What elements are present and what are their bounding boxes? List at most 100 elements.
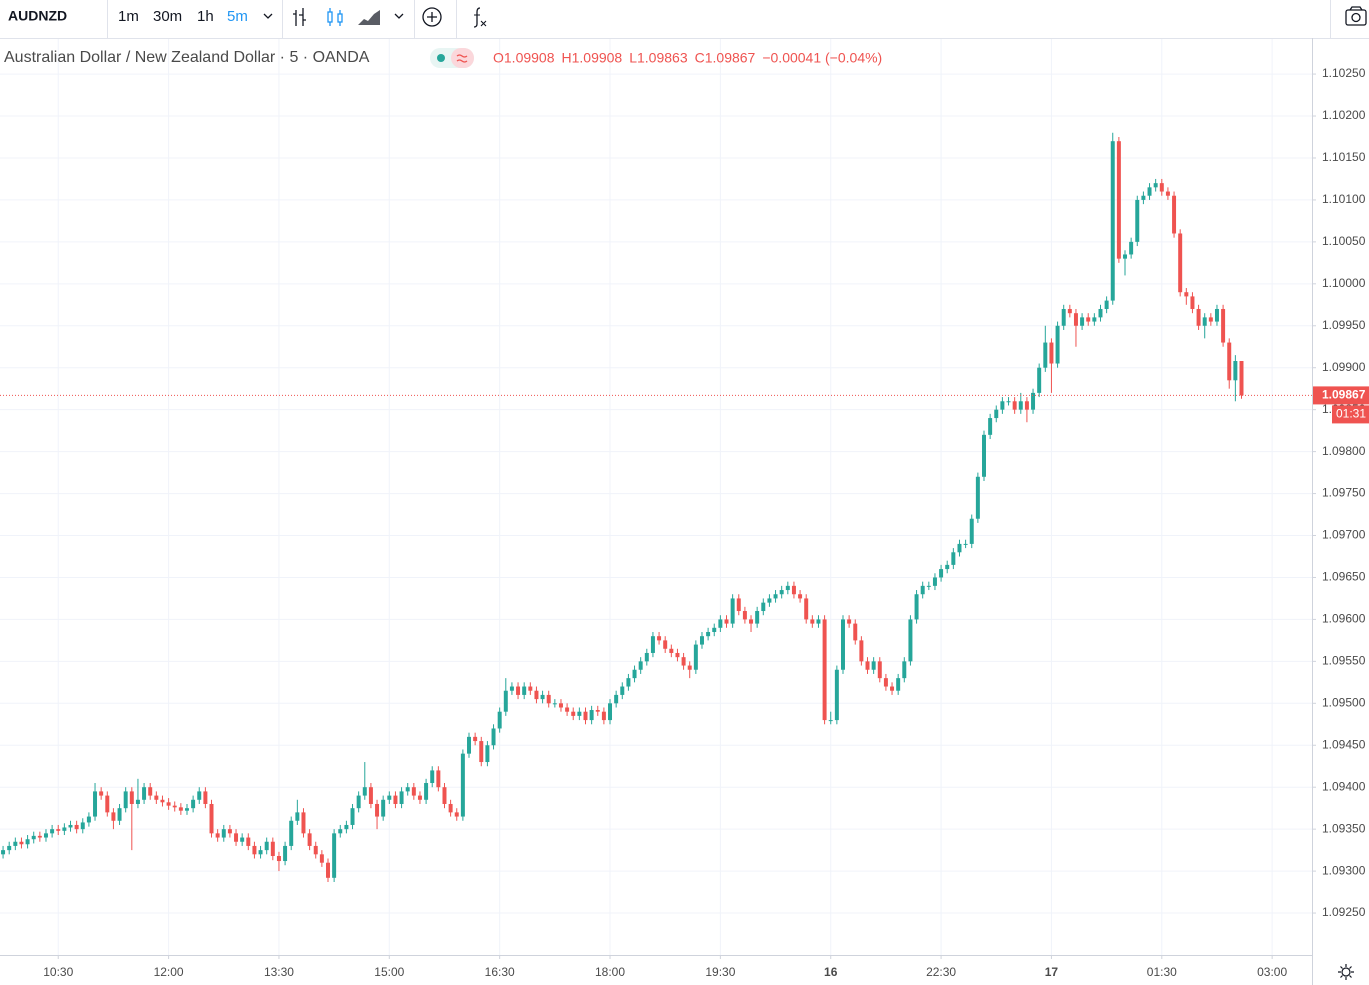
candle-body bbox=[663, 640, 668, 649]
candle-body bbox=[945, 564, 950, 570]
candle-body bbox=[871, 661, 876, 670]
candle-body bbox=[577, 711, 582, 716]
symbol[interactable]: AUDNZD bbox=[8, 8, 67, 24]
candle-body bbox=[1006, 401, 1011, 403]
x-tick-label: 12:00 bbox=[154, 965, 184, 979]
candle-body bbox=[644, 652, 649, 662]
screenshot-icon[interactable] bbox=[1345, 6, 1367, 26]
bar-type-icon[interactable] bbox=[293, 8, 306, 26]
x-tick-label: 17 bbox=[1045, 965, 1059, 979]
countdown: 01:31 bbox=[1336, 407, 1366, 421]
candle-body bbox=[706, 631, 711, 637]
candle-body bbox=[399, 791, 404, 804]
candle-body bbox=[467, 736, 472, 754]
ohlc-value: O1.09908 bbox=[493, 50, 555, 66]
y-tick-label: 1.09450 bbox=[1322, 737, 1366, 751]
candle-body bbox=[37, 835, 42, 838]
candle-body bbox=[988, 418, 993, 435]
area-type-icon[interactable] bbox=[358, 10, 380, 25]
x-tick-label: 19:30 bbox=[705, 965, 735, 979]
candle-body bbox=[142, 787, 147, 800]
y-tick-label: 1.10150 bbox=[1322, 150, 1366, 164]
candle-body bbox=[442, 787, 447, 804]
candle-body bbox=[50, 829, 55, 834]
x-tick-label: 18:00 bbox=[595, 965, 625, 979]
candle-body bbox=[546, 694, 551, 704]
candle-body bbox=[742, 611, 747, 620]
candle-body bbox=[724, 619, 729, 624]
countdown-tag bbox=[1332, 405, 1369, 424]
candle-body bbox=[516, 686, 521, 695]
candle-body bbox=[779, 590, 784, 595]
candle-body bbox=[767, 598, 772, 603]
candle-body bbox=[810, 619, 815, 624]
interval-dropdown[interactable] bbox=[263, 13, 273, 19]
data-status-icon bbox=[456, 54, 468, 63]
candle-body bbox=[1239, 361, 1244, 396]
candle-body bbox=[755, 611, 760, 624]
candle-body bbox=[13, 841, 18, 846]
indicators-icon[interactable] bbox=[473, 7, 487, 28]
candle-body bbox=[761, 602, 766, 612]
candle-body bbox=[356, 795, 361, 809]
candle-body bbox=[1061, 308, 1066, 326]
candle-body bbox=[650, 636, 655, 653]
candle-body bbox=[785, 585, 790, 591]
candle-body bbox=[411, 787, 416, 796]
candle-body bbox=[25, 839, 30, 845]
candle-body bbox=[381, 799, 386, 817]
candle-body bbox=[571, 711, 576, 716]
candle-body bbox=[313, 845, 318, 855]
y-tick-label: 1.09700 bbox=[1322, 528, 1366, 542]
candle-body bbox=[1178, 233, 1183, 293]
candle-body bbox=[712, 627, 717, 632]
candle-body bbox=[822, 619, 827, 721]
data-status[interactable] bbox=[451, 48, 474, 68]
candle-body bbox=[1000, 401, 1005, 410]
candle-body bbox=[246, 837, 251, 846]
candle-body bbox=[736, 598, 741, 612]
candle-body bbox=[1073, 313, 1078, 326]
candle-body bbox=[1043, 342, 1048, 368]
toolbar bbox=[0, 0, 1369, 38]
candle-body bbox=[638, 661, 643, 670]
candle-body bbox=[1067, 308, 1072, 314]
candle-body bbox=[178, 807, 183, 811]
chart-type-dropdown[interactable] bbox=[394, 13, 404, 19]
candle-body bbox=[375, 803, 380, 817]
candle-body bbox=[840, 619, 845, 670]
candle-body bbox=[319, 854, 324, 863]
candle-body bbox=[448, 803, 453, 813]
ohlc-value: H1.09908 bbox=[562, 50, 623, 66]
candle-body bbox=[497, 711, 502, 729]
settings-icon[interactable] bbox=[1338, 964, 1354, 980]
interval-button[interactable]: 1h bbox=[197, 8, 214, 25]
ohlc-value: C1.09867 bbox=[695, 50, 756, 66]
candle-body bbox=[172, 805, 177, 808]
compare-icon[interactable] bbox=[422, 7, 442, 27]
candle-body bbox=[252, 845, 257, 855]
interval-button[interactable]: 5m bbox=[227, 8, 248, 25]
candle-body bbox=[1012, 401, 1017, 410]
candle-body bbox=[227, 829, 232, 834]
interval-button[interactable]: 1m bbox=[118, 8, 139, 25]
candle-body bbox=[1172, 195, 1177, 234]
interval-button[interactable]: 30m bbox=[153, 8, 182, 25]
candle-body bbox=[460, 753, 465, 817]
candle-body bbox=[626, 678, 631, 687]
candle-body bbox=[534, 690, 539, 700]
candle-body bbox=[914, 594, 919, 620]
candle-body bbox=[129, 791, 134, 804]
candle-body bbox=[632, 669, 637, 679]
candle-type-icon[interactable] bbox=[327, 8, 343, 26]
x-tick-label: 01:30 bbox=[1147, 965, 1177, 979]
candle-body bbox=[1214, 308, 1219, 322]
candle-body bbox=[295, 812, 300, 821]
candle-body bbox=[74, 824, 79, 830]
y-tick-label: 1.10100 bbox=[1322, 192, 1366, 206]
candle-body bbox=[773, 594, 778, 599]
candle-body bbox=[270, 841, 275, 857]
y-tick-label: 1.09650 bbox=[1322, 570, 1366, 584]
